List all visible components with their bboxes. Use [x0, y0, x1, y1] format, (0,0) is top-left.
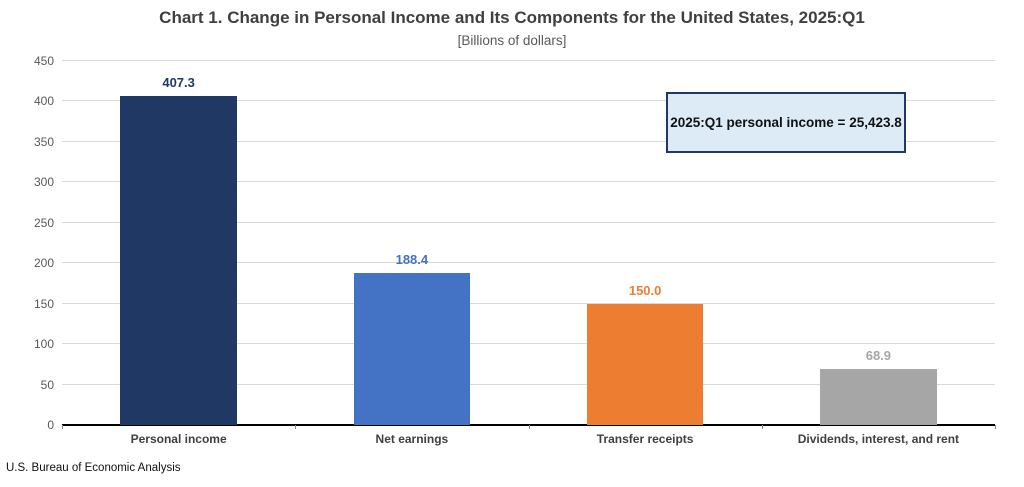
y-axis-tick-label: 150 — [33, 296, 54, 311]
bar-personal-income — [120, 95, 237, 425]
bar-net-earnings — [353, 272, 471, 425]
gridline — [62, 140, 995, 142]
y-axis-tick-label: 250 — [33, 215, 54, 230]
y-axis-tick-label: 450 — [33, 54, 54, 68]
gridline — [62, 383, 995, 385]
bar-value-label-transfer-receipts: 150.0 — [628, 282, 662, 298]
chart-title: Chart 1. Change in Personal Income and I… — [159, 8, 865, 27]
bar-transfer-receipts — [586, 303, 704, 425]
x-axis-tick — [62, 425, 63, 429]
x-axis-category-label-dividends-interest-and-rent: Dividends, interest, and rent — [797, 432, 960, 446]
y-axis-tick-label: 50 — [40, 377, 54, 392]
bar-dividends-interest-and-rent — [820, 369, 937, 425]
plot-area: 407.3 188.4 150.0 68.9 — [62, 60, 996, 429]
chart-subtitle: [Billions of dollars] — [457, 33, 567, 48]
x-axis-tick — [295, 425, 297, 429]
y-axis-tick-label: 350 — [33, 134, 54, 149]
gridline — [62, 262, 995, 264]
x-axis-tick — [761, 425, 763, 429]
x-axis-category-label-transfer-receipts: Transfer receipts — [596, 432, 694, 446]
y-axis-tick-label: 0 — [47, 418, 54, 432]
x-axis-tick — [995, 425, 996, 429]
y-axis-tick-label: 200 — [33, 256, 54, 271]
y-axis-tick-label: 100 — [33, 337, 54, 352]
bar-value-label-dividends-interest-and-rent: 68.9 — [865, 348, 892, 364]
y-axis-tick-label: 300 — [33, 175, 54, 190]
bar-value-label-net-earnings: 188.4 — [395, 251, 429, 267]
annotation-box: 2025:Q1 personal income = 25,423.8 — [666, 92, 906, 153]
gridline — [62, 302, 995, 304]
gridline — [62, 60, 995, 61]
gridline — [62, 181, 995, 183]
y-axis-tick-label: 400 — [33, 94, 54, 109]
gridline — [62, 100, 995, 102]
x-axis-category-label-personal-income: Personal income — [130, 432, 227, 446]
x-axis-tick — [528, 425, 530, 429]
source-note: U.S. Bureau of Economic Analysis — [6, 462, 181, 474]
gridline — [62, 343, 995, 345]
annotation-text: 2025:Q1 personal income = 25,423.8 — [670, 115, 902, 130]
x-axis-category-label-net-earnings: Net earnings — [375, 432, 449, 446]
bar-value-label-personal-income: 407.3 — [162, 74, 195, 90]
gridline — [62, 221, 995, 223]
